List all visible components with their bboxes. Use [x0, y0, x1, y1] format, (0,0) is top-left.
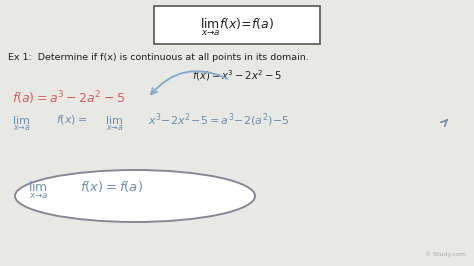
Text: $f(x)=x^3-2x^2-5$: $f(x)=x^3-2x^2-5$: [192, 69, 282, 84]
Text: $f(a)=a^3-2a^2-5$: $f(a)=a^3-2a^2-5$: [12, 89, 125, 107]
Text: $\lim_{x \to a} f(x) = f(a)$: $\lim_{x \to a} f(x) = f(a)$: [200, 16, 274, 38]
Text: $\lim_{x \to a}$: $\lim_{x \to a}$: [12, 115, 30, 133]
FancyBboxPatch shape: [154, 6, 320, 44]
Text: $f(x) = f(a)$: $f(x) = f(a)$: [80, 178, 143, 193]
Ellipse shape: [15, 170, 255, 222]
Text: Ex 1:  Determine if f(x) is continuous at all points in its domain.: Ex 1: Determine if f(x) is continuous at…: [8, 53, 309, 63]
Text: $\lim_{x \to a}$: $\lim_{x \to a}$: [28, 179, 48, 201]
Text: $x^3\!-\!2x^2\!-\!5 = a^3\!-\!2(a^2)\!-\!5$: $x^3\!-\!2x^2\!-\!5 = a^3\!-\!2(a^2)\!-\…: [148, 111, 290, 129]
Text: $\lim_{x \to a}$: $\lim_{x \to a}$: [105, 115, 123, 133]
Text: © Study.com: © Study.com: [425, 251, 466, 257]
Text: $f(x) =$: $f(x) =$: [56, 114, 88, 127]
